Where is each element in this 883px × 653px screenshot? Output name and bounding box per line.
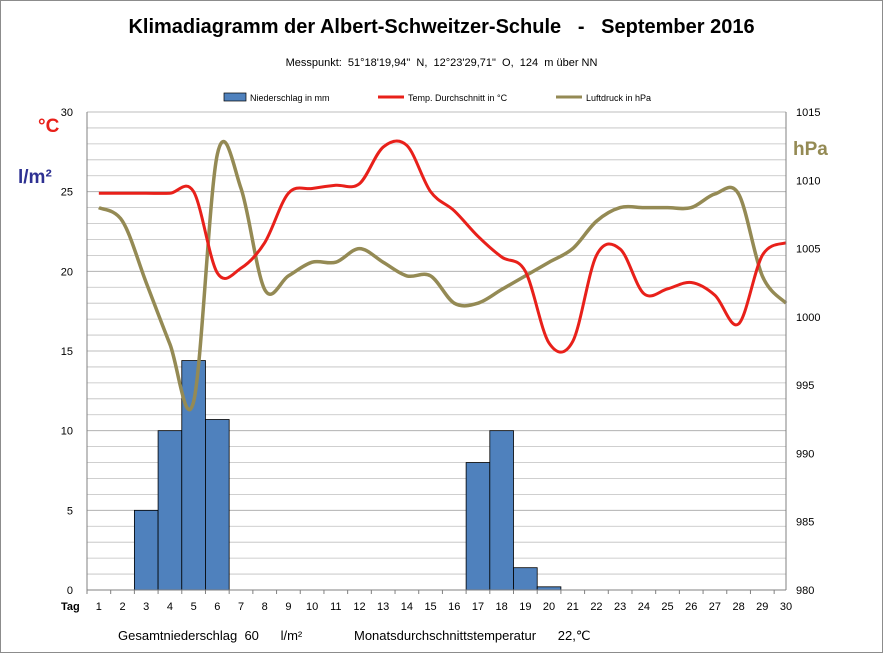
x-tick-label: 25 bbox=[661, 601, 673, 613]
celsius-unit-label: °C bbox=[38, 116, 60, 137]
precip-bar bbox=[489, 430, 514, 591]
x-tick-label: 20 bbox=[543, 601, 555, 613]
precip-bar bbox=[133, 509, 159, 591]
precip-bar bbox=[157, 430, 183, 591]
x-tick-label: 11 bbox=[330, 601, 341, 613]
left-tick-label: 5 bbox=[67, 505, 73, 517]
total-precipitation-text: Gesamtniederschlag 60 l/m² bbox=[118, 628, 303, 643]
precip-bar bbox=[513, 567, 538, 591]
x-tick-label: 12 bbox=[353, 601, 365, 613]
x-tick-label: 15 bbox=[424, 601, 436, 613]
x-tick-label: 6 bbox=[214, 601, 220, 613]
precipitation-unit-label: l/m² bbox=[18, 167, 52, 188]
x-tick-label: 3 bbox=[143, 601, 149, 613]
right-tick-label: 1005 bbox=[796, 244, 820, 256]
legend-swatch-precipitation bbox=[223, 92, 247, 102]
right-tick-label: 995 bbox=[796, 380, 814, 392]
x-tick-label: 30 bbox=[780, 601, 792, 613]
x-axis-label: Tag bbox=[61, 601, 80, 613]
x-tick-label: 27 bbox=[709, 601, 721, 613]
legend: Niederschlag in mm Temp. Durchschnitt in … bbox=[223, 92, 651, 103]
left-tick-label: 15 bbox=[61, 346, 73, 358]
axes: 0510152025309809859909951000100510101015… bbox=[61, 107, 821, 613]
x-tick-label: 23 bbox=[614, 601, 626, 613]
pressure-unit-label: hPa bbox=[793, 139, 828, 160]
x-tick-label: 16 bbox=[448, 601, 460, 613]
average-temperature-text: Monatsdurchschnittstemperatur 22,℃ bbox=[354, 628, 591, 643]
precipitation-bars bbox=[133, 360, 562, 591]
x-tick-label: 7 bbox=[238, 601, 244, 613]
chart-subtitle: Messpunkt: 51°18'19,94" N, 12°23'29,71" … bbox=[285, 57, 598, 69]
x-tick-label: 26 bbox=[685, 601, 697, 613]
legend-label: Luftdruck in hPa bbox=[586, 93, 651, 103]
series-lines bbox=[97, 139, 788, 412]
legend-label: Temp. Durchschnitt in °C bbox=[408, 93, 508, 103]
left-tick-label: 10 bbox=[61, 426, 73, 438]
right-tick-label: 980 bbox=[796, 585, 814, 597]
x-tick-label: 4 bbox=[167, 601, 173, 613]
x-tick-label: 29 bbox=[756, 601, 768, 613]
x-tick-label: 9 bbox=[285, 601, 291, 613]
x-tick-label: 10 bbox=[306, 601, 318, 613]
legend-label: Niederschlag in mm bbox=[250, 93, 330, 103]
x-tick-label: 8 bbox=[262, 601, 268, 613]
left-tick-label: 0 bbox=[67, 585, 73, 597]
x-tick-label: 18 bbox=[496, 601, 508, 613]
x-tick-label: 19 bbox=[519, 601, 531, 613]
right-tick-label: 1010 bbox=[796, 175, 820, 187]
x-tick-label: 28 bbox=[732, 601, 744, 613]
temperature-line bbox=[98, 139, 787, 354]
x-tick-label: 17 bbox=[472, 601, 484, 613]
x-tick-label: 2 bbox=[119, 601, 125, 613]
left-tick-label: 25 bbox=[61, 187, 73, 199]
x-tick-label: 5 bbox=[191, 601, 197, 613]
pressure-line bbox=[97, 139, 788, 412]
precip-bar bbox=[465, 462, 491, 591]
left-tick-label: 20 bbox=[61, 266, 73, 278]
x-tick-label: 24 bbox=[638, 601, 650, 613]
right-tick-label: 1015 bbox=[796, 107, 820, 119]
x-tick-label: 14 bbox=[401, 601, 413, 613]
x-tick-label: 22 bbox=[590, 601, 602, 613]
right-tick-label: 1000 bbox=[796, 312, 820, 324]
right-tick-label: 990 bbox=[796, 448, 814, 460]
right-tick-label: 985 bbox=[796, 517, 814, 529]
x-tick-label: 21 bbox=[567, 601, 579, 613]
precip-bar bbox=[205, 419, 230, 591]
left-tick-label: 30 bbox=[61, 107, 73, 119]
x-tick-label: 1 bbox=[96, 601, 102, 613]
x-tick-label: 13 bbox=[377, 601, 389, 613]
chart-title: Klimadiagramm der Albert-Schweitzer-Schu… bbox=[128, 16, 755, 38]
